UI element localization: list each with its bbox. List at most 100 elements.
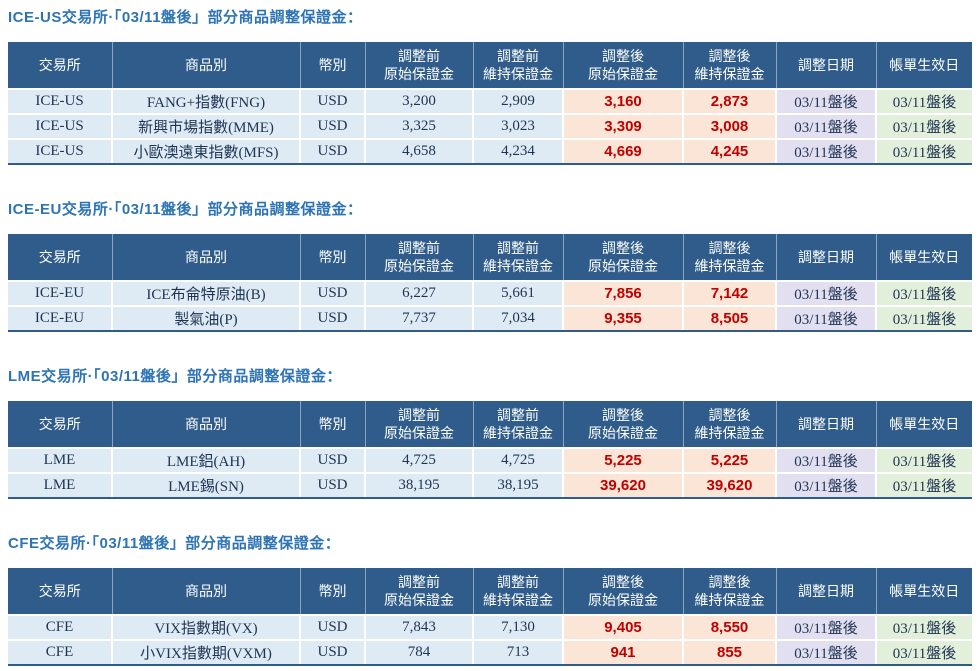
cell-adjust-date: 03/11盤後 [775, 280, 877, 307]
col-header-adjust-date: 調整日期 [776, 234, 877, 282]
cell-exchange: ICE-EU [8, 305, 113, 332]
cell-pre-initial-margin: 3,200 [364, 88, 474, 115]
cell-post-initial-margin: 39,620 [562, 472, 684, 499]
cell-product: ICE布侖特原油(B) [111, 280, 301, 307]
col-header-post-maintenance-margin: 調整後 維持保證金 [683, 234, 777, 282]
cell-currency: USD [299, 472, 366, 499]
table-row: LME LME鋁(AH) USD 4,725 4,725 5,225 5,225… [8, 447, 972, 474]
cell-pre-maintenance-margin: 2,909 [472, 88, 564, 115]
cell-post-initial-margin: 4,669 [562, 138, 684, 165]
table-row: LME LME錫(SN) USD 38,195 38,195 39,620 39… [8, 472, 972, 499]
table-row: ICE-US FANG+指數(FNG) USD 3,200 2,909 3,16… [8, 88, 972, 115]
cell-post-initial-margin: 9,355 [562, 305, 684, 332]
cell-currency: USD [299, 280, 366, 307]
section-title: ICE-US交易所·「03/11盤後」部分商品調整保證金： [8, 9, 363, 26]
margin-table: 交易所 商品別 幣別 調整前 原始保證金 調整前 維持保證金 調整後 原始保證金… [8, 234, 972, 332]
col-header-product: 商品別 [112, 401, 301, 449]
header-row: 交易所 商品別 幣別 調整前 原始保證金 調整前 維持保證金 調整後 原始保證金… [8, 234, 972, 282]
table-row: CFE 小VIX指數期(VXM) USD 784 713 941 855 03/… [8, 639, 972, 666]
cell-post-initial-margin: 3,309 [562, 113, 684, 140]
cell-effective-date: 03/11盤後 [875, 305, 972, 332]
cell-pre-maintenance-margin: 7,130 [472, 614, 564, 641]
cell-pre-maintenance-margin: 38,195 [472, 472, 564, 499]
col-header-pre-maintenance-margin: 調整前 維持保證金 [473, 401, 564, 449]
cell-currency: USD [299, 138, 366, 165]
cell-pre-initial-margin: 4,658 [364, 138, 474, 165]
cell-pre-maintenance-margin: 4,234 [472, 138, 564, 165]
col-header-pre-maintenance-margin: 調整前 維持保證金 [473, 568, 564, 616]
col-header-product: 商品別 [112, 42, 301, 90]
cell-post-initial-margin: 9,405 [562, 614, 684, 641]
table-row: ICE-US 新興市場指數(MME) USD 3,325 3,023 3,309… [8, 113, 972, 140]
cell-exchange: CFE [8, 639, 113, 666]
cell-product: LME鋁(AH) [111, 447, 301, 474]
cell-product: 小歐澳遠東指數(MFS) [111, 138, 301, 165]
cell-effective-date: 03/11盤後 [875, 138, 972, 165]
cell-post-initial-margin: 5,225 [562, 447, 684, 474]
col-header-effective-date: 帳單生效日 [876, 42, 972, 90]
cell-effective-date: 03/11盤後 [875, 614, 972, 641]
cell-currency: USD [299, 88, 366, 115]
col-header-pre-maintenance-margin: 調整前 維持保證金 [473, 234, 564, 282]
cell-adjust-date: 03/11盤後 [775, 639, 877, 666]
cell-pre-initial-margin: 38,195 [364, 472, 474, 499]
cell-exchange: CFE [8, 614, 113, 641]
col-header-post-maintenance-margin: 調整後 維持保證金 [683, 401, 777, 449]
cell-post-maintenance-margin: 855 [682, 639, 777, 666]
cell-adjust-date: 03/11盤後 [775, 305, 877, 332]
col-header-product: 商品別 [112, 234, 301, 282]
cell-post-initial-margin: 941 [562, 639, 684, 666]
table-row: CFE VIX指數期(VX) USD 7,843 7,130 9,405 8,5… [8, 614, 972, 641]
cell-exchange: LME [8, 472, 113, 499]
col-header-effective-date: 帳單生效日 [876, 401, 972, 449]
col-header-currency: 幣別 [300, 234, 366, 282]
section-cfe: CFE交易所·「03/11盤後」部分商品調整保證金： 交易所 商品別 幣別 調整… [8, 532, 972, 666]
col-header-post-initial-margin: 調整後 原始保證金 [563, 568, 684, 616]
cell-pre-maintenance-margin: 5,661 [472, 280, 564, 307]
cell-exchange: ICE-US [8, 88, 113, 115]
col-header-post-initial-margin: 調整後 原始保證金 [563, 42, 684, 90]
cell-post-maintenance-margin: 2,873 [682, 88, 777, 115]
margin-table: 交易所 商品別 幣別 調整前 原始保證金 調整前 維持保證金 調整後 原始保證金… [8, 568, 972, 666]
cell-product: FANG+指數(FNG) [111, 88, 301, 115]
cell-exchange: ICE-US [8, 138, 113, 165]
cell-post-maintenance-margin: 4,245 [682, 138, 777, 165]
cell-effective-date: 03/11盤後 [875, 280, 972, 307]
cell-exchange: ICE-EU [8, 280, 113, 307]
cell-pre-maintenance-margin: 3,023 [472, 113, 564, 140]
margin-table: 交易所 商品別 幣別 調整前 原始保證金 調整前 維持保證金 調整後 原始保證金… [8, 42, 972, 165]
cell-product: LME錫(SN) [111, 472, 301, 499]
col-header-exchange: 交易所 [8, 42, 113, 90]
cell-adjust-date: 03/11盤後 [775, 447, 877, 474]
section-title: LME交易所·「03/11盤後」部分商品調整保證金： [8, 368, 342, 385]
col-header-adjust-date: 調整日期 [776, 401, 877, 449]
cell-pre-maintenance-margin: 713 [472, 639, 564, 666]
cell-post-maintenance-margin: 39,620 [682, 472, 777, 499]
cell-adjust-date: 03/11盤後 [775, 614, 877, 641]
col-header-pre-initial-margin: 調整前 原始保證金 [365, 234, 474, 282]
cell-pre-maintenance-margin: 4,725 [472, 447, 564, 474]
col-header-pre-initial-margin: 調整前 原始保證金 [365, 42, 474, 90]
cell-effective-date: 03/11盤後 [875, 447, 972, 474]
header-row: 交易所 商品別 幣別 調整前 原始保證金 調整前 維持保證金 調整後 原始保證金… [8, 401, 972, 449]
section-ice-eu: ICE-EU交易所·「03/11盤後」部分商品調整保證金： 交易所 商品別 幣別… [8, 198, 972, 332]
cell-adjust-date: 03/11盤後 [775, 113, 877, 140]
col-header-currency: 幣別 [300, 401, 366, 449]
col-header-adjust-date: 調整日期 [776, 42, 877, 90]
col-header-pre-initial-margin: 調整前 原始保證金 [365, 401, 474, 449]
section-title: ICE-EU交易所·「03/11盤後」部分商品調整保證金： [8, 201, 363, 218]
cell-post-maintenance-margin: 5,225 [682, 447, 777, 474]
cell-currency: USD [299, 447, 366, 474]
cell-pre-maintenance-margin: 7,034 [472, 305, 564, 332]
col-header-exchange: 交易所 [8, 401, 113, 449]
section-lme: LME交易所·「03/11盤後」部分商品調整保證金： 交易所 商品別 幣別 調整… [8, 365, 972, 499]
col-header-pre-maintenance-margin: 調整前 維持保證金 [473, 42, 564, 90]
col-header-exchange: 交易所 [8, 234, 113, 282]
col-header-post-maintenance-margin: 調整後 維持保證金 [683, 42, 777, 90]
cell-effective-date: 03/11盤後 [875, 639, 972, 666]
col-header-currency: 幣別 [300, 42, 366, 90]
cell-product: 製氣油(P) [111, 305, 301, 332]
col-header-adjust-date: 調整日期 [776, 568, 877, 616]
cell-post-maintenance-margin: 8,550 [682, 614, 777, 641]
table-row: ICE-US 小歐澳遠東指數(MFS) USD 4,658 4,234 4,66… [8, 138, 972, 165]
